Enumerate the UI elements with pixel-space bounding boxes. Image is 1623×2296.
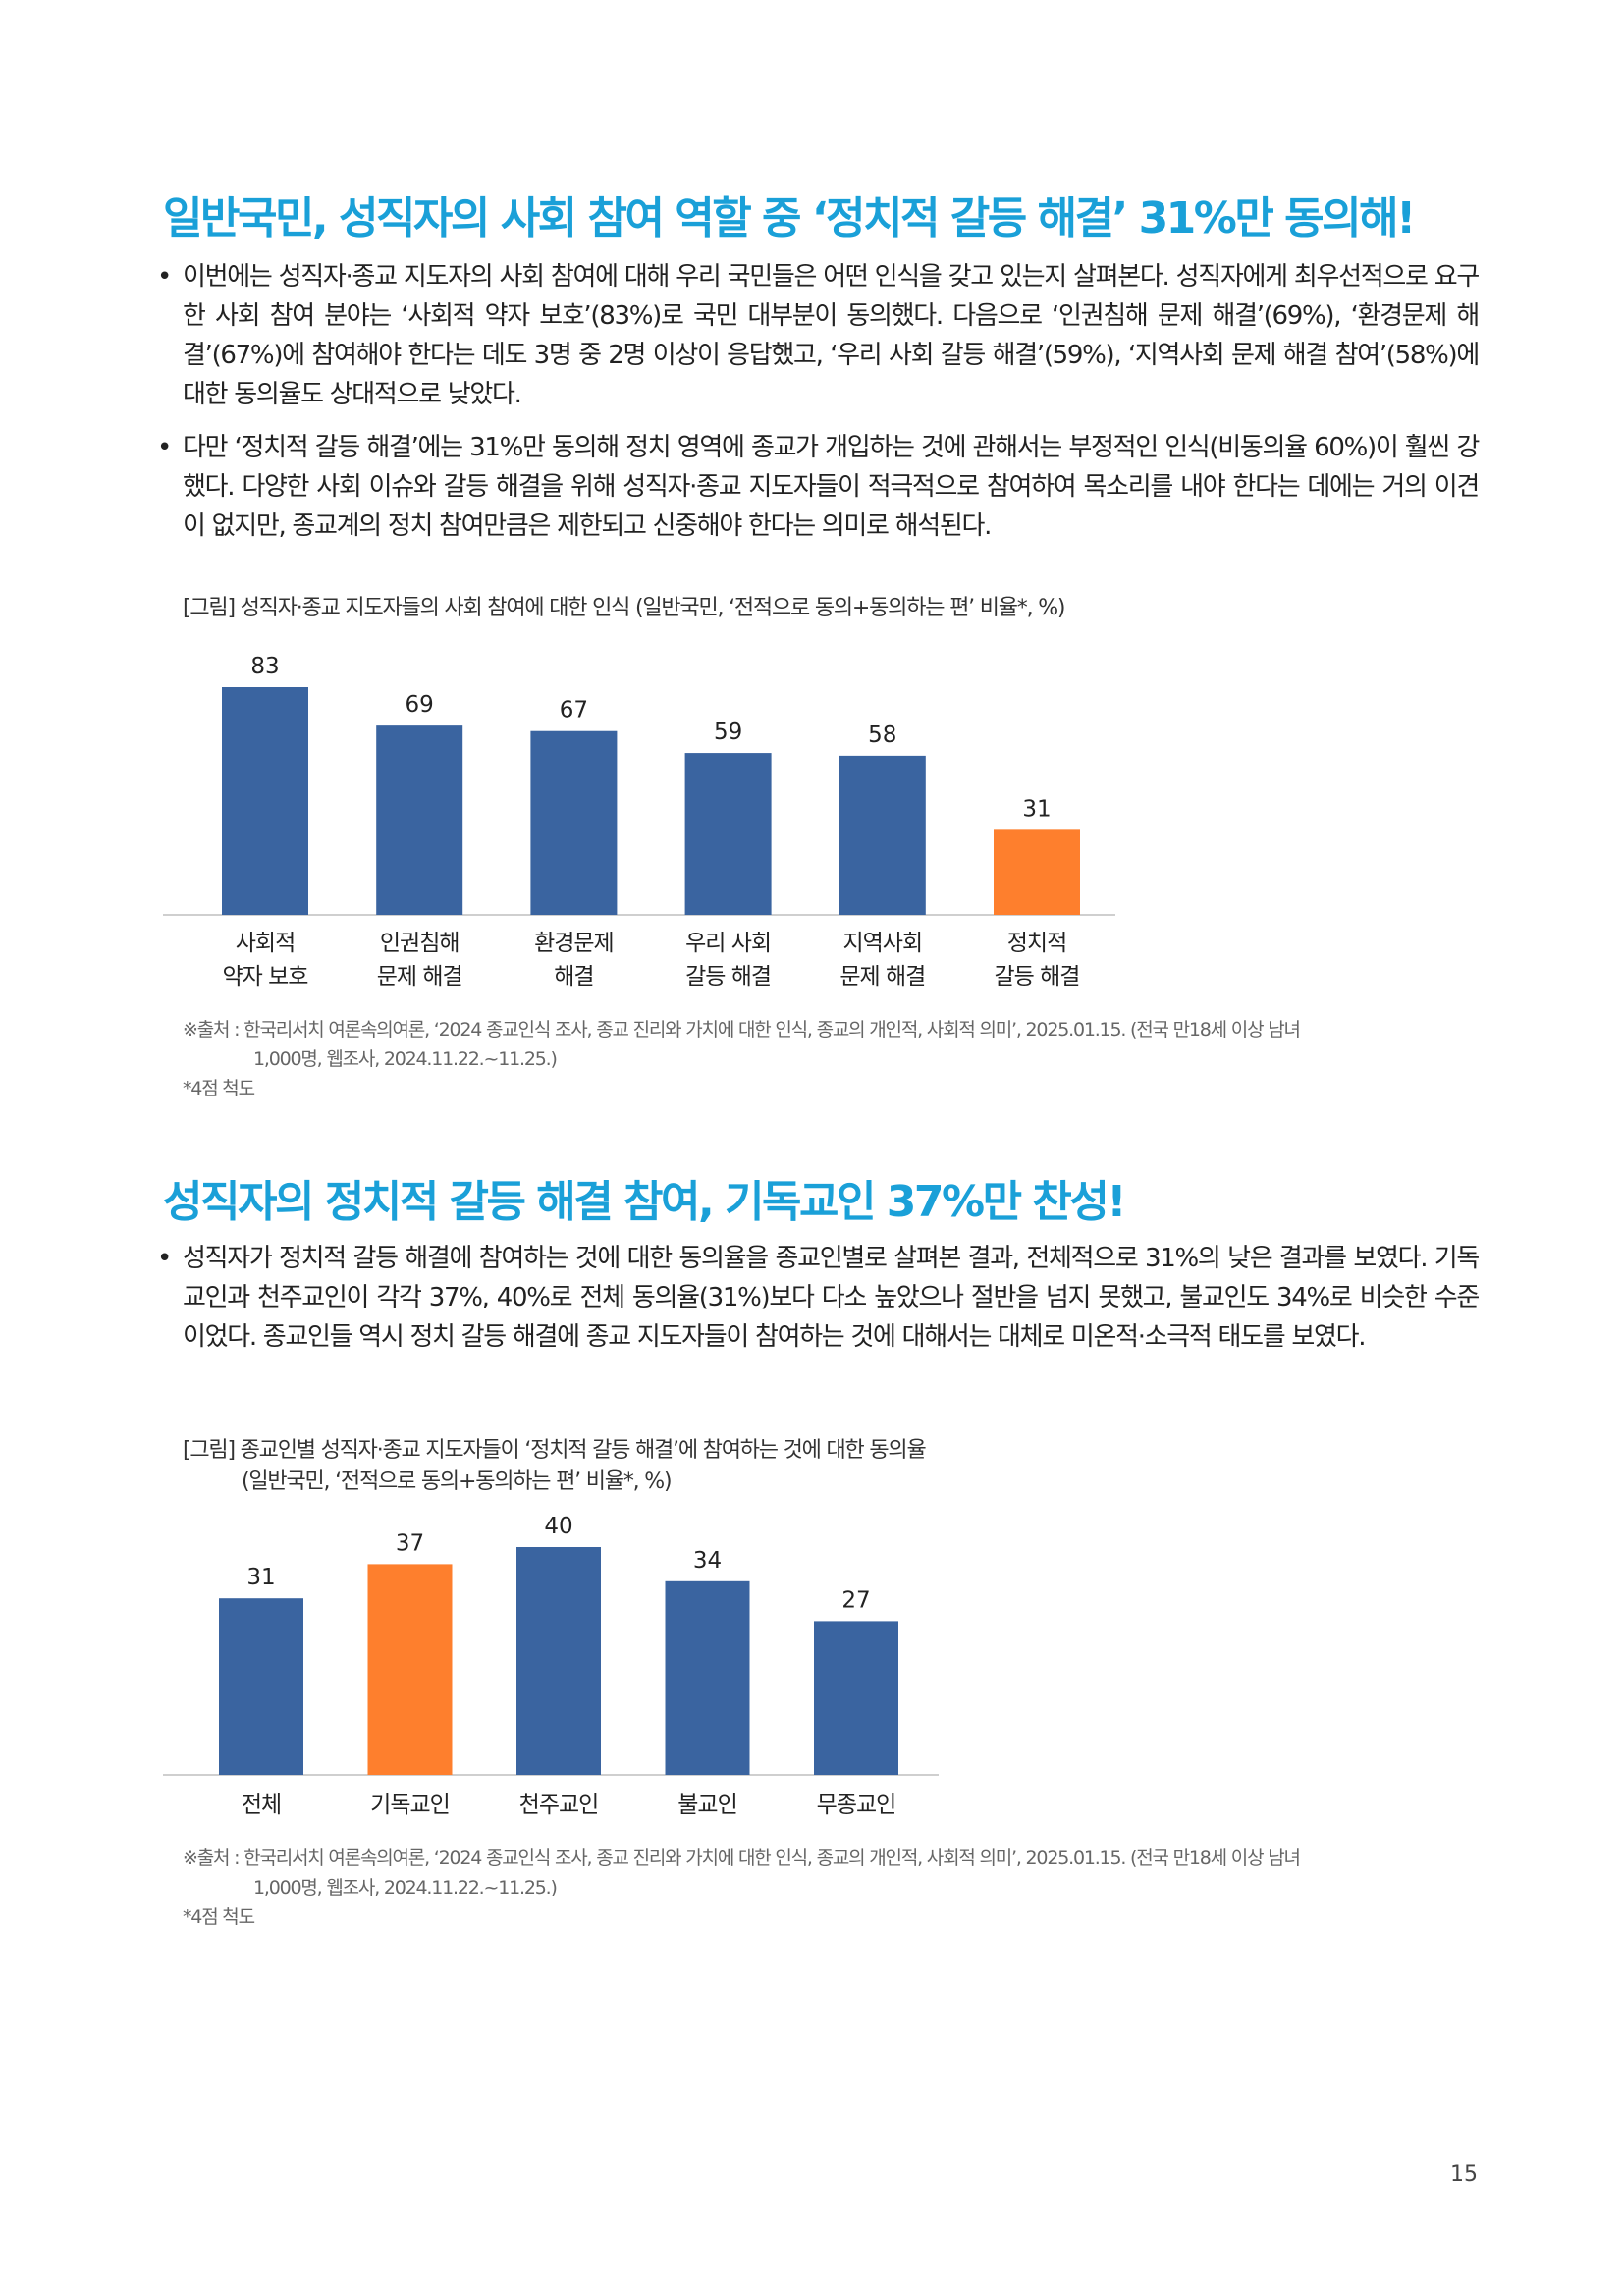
category-label: 정치적 <box>1007 931 1066 956</box>
category-label: 무종교인 <box>817 1792 896 1818</box>
bar <box>367 1564 453 1775</box>
figure1-source: ※출처 : 한국리서치 여론속의여론, ‘2024 종교인식 조사, 종교 진리… <box>183 1015 1479 1103</box>
bullet-text: 다만 ‘정치적 갈등 해결’에는 31%만 동의해 정치 영역에 종교가 개입하… <box>183 433 1480 541</box>
scale-note: *4점 척도 <box>183 1906 255 1928</box>
data-label: 58 <box>868 722 896 748</box>
category-label: 갈등 해결 <box>685 964 771 989</box>
bar <box>814 1621 898 1775</box>
data-label: 40 <box>544 1514 572 1539</box>
bullet-text: 성직자가 정치적 갈등 해결에 참여하는 것에 대한 동의율을 종교인별로 살펴… <box>183 1244 1480 1352</box>
category-label: 문제 해결 <box>839 964 925 989</box>
category-label: 불교인 <box>677 1792 736 1818</box>
category-label: 천주교인 <box>519 1792 599 1818</box>
data-label: 59 <box>714 720 742 745</box>
chart2: 31 전체 37 기독교인 40 천주교인 34 불교인 27 무종교인 <box>163 1502 948 1836</box>
data-label: 37 <box>396 1530 424 1556</box>
category-label: 사회적 <box>236 931 295 956</box>
list-item: • 다만 ‘정치적 갈등 해결’에는 31%만 동의해 정치 영역에 종교가 개입… <box>157 433 1480 541</box>
data-label: 83 <box>250 654 279 679</box>
category-label: 지역사회 <box>842 931 922 956</box>
chart2-svg: 31 전체 37 기독교인 40 천주교인 34 불교인 27 무종교인 <box>163 1514 939 1818</box>
data-label: 31 <box>1022 796 1051 822</box>
data-label: 67 <box>560 698 588 723</box>
section1-bullet-list: • 이번에는 성직자·종교 지도자의 사회 참여에 대해 우리 국민들은 어떤 인… <box>157 257 1480 560</box>
category-label: 기독교인 <box>370 1792 450 1818</box>
source-line-2: 1,000명, 웹조사, 2024.11.22.~11.25.) <box>253 1048 558 1070</box>
data-label: 27 <box>841 1587 870 1613</box>
category-label: 해결 <box>554 964 593 989</box>
data-label: 34 <box>693 1548 722 1574</box>
figure1-caption: [그림] 성직자·종교 지도자들의 사회 참여에 대한 인식 (일반국민, ‘전… <box>183 596 1065 620</box>
category-label: 약자 보호 <box>223 964 308 989</box>
list-item: • 성직자가 정치적 갈등 해결에 참여하는 것에 대한 동의율을 종교인별로 살… <box>157 1244 1480 1352</box>
figure2-caption: [그림] 종교인별 성직자·종교 지도자들이 ‘정치적 갈등 해결’에 참여하는… <box>183 1435 927 1498</box>
category-label: 갈등 해결 <box>995 964 1080 989</box>
bar <box>516 1547 601 1775</box>
list-item: • 이번에는 성직자·종교 지도자의 사회 참여에 대해 우리 국민들은 어떤 인… <box>157 262 1480 409</box>
page-number: 15 <box>1450 2163 1478 2187</box>
figure2-caption-line-1: [그림] 종교인별 성직자·종교 지도자들이 ‘정치적 갈등 해결’에 참여하는… <box>183 1438 927 1463</box>
category-label: 우리 사회 <box>685 931 771 956</box>
section1-heading: 일반국민, 성직자의 사회 참여 역할 중 ‘정치적 갈등 해결’ 31%만 동… <box>163 193 1416 243</box>
bar <box>222 687 308 915</box>
bar <box>684 753 772 915</box>
source-line-1: ※출처 : 한국리서치 여론속의여론, ‘2024 종교인식 조사, 종교 진리… <box>183 1019 1301 1041</box>
bar <box>994 829 1080 915</box>
scale-note: *4점 척도 <box>183 1078 255 1099</box>
category-label: 인권침해 <box>380 931 460 956</box>
data-label: 31 <box>246 1565 275 1590</box>
source-line-2: 1,000명, 웹조사, 2024.11.22.~11.25.) <box>253 1877 558 1898</box>
category-label: 환경문제 <box>534 931 614 956</box>
bar <box>219 1598 303 1775</box>
figure2-source: ※출처 : 한국리서치 여론속의여론, ‘2024 종교인식 조사, 종교 진리… <box>183 1843 1479 1932</box>
category-label: 전체 <box>242 1792 281 1818</box>
source-line-1: ※출처 : 한국리서치 여론속의여론, ‘2024 종교인식 조사, 종교 진리… <box>183 1847 1301 1869</box>
section2-bullet-list: • 성직자가 정치적 갈등 해결에 참여하는 것에 대한 동의율을 종교인별로 살… <box>157 1239 1480 1370</box>
bar <box>665 1580 750 1775</box>
category-label: 문제 해결 <box>377 964 462 989</box>
bullet-text: 이번에는 성직자·종교 지도자의 사회 참여에 대해 우리 국민들은 어떤 인식… <box>183 262 1480 409</box>
bar <box>839 755 926 915</box>
data-label: 69 <box>406 692 434 718</box>
bar <box>530 730 618 915</box>
bar <box>376 725 463 915</box>
section2-heading: 성직자의 정치적 갈등 해결 참여, 기독교인 37%만 찬성! <box>163 1177 1126 1227</box>
figure2-caption-line-2: (일반국민, ‘전적으로 동의+동의하는 편’ 비율*, %) <box>242 1469 673 1494</box>
